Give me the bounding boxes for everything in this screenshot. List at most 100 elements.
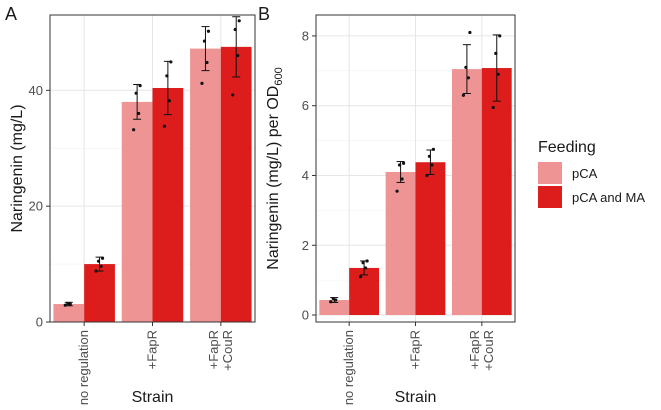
- panel-b-label: B: [258, 4, 270, 24]
- legend-swatch-pca: [538, 162, 562, 184]
- panel-b-y-tick-label-0: 0: [302, 308, 309, 323]
- panel-b-y-tick-label-4: 8: [302, 28, 309, 43]
- panel-a-point-pca-and-ma-1-1: [167, 99, 171, 103]
- panel-b-point-pca-1-2: [397, 163, 402, 167]
- panel-a-point-pca-and-ma-1-3: [169, 60, 173, 64]
- panel-a-points: [63, 19, 241, 307]
- panel-b-point-pca-1-0: [395, 189, 399, 193]
- panel-a-bar-pca-and-ma-0: [84, 264, 115, 322]
- panel-a-y-tick-label-1: 20: [29, 199, 43, 214]
- panel-b-point-pca-and-ma-1-0: [425, 173, 429, 178]
- panel-b-x-tick-label-2-1: +CouR: [481, 330, 496, 371]
- panel-a-point-pca-and-ma-2-1: [236, 53, 240, 58]
- panel-a-bar-pca-and-ma-1: [152, 87, 184, 322]
- panel-a-point-pca-and-ma-2-3: [237, 19, 241, 23]
- panel-a-point-pca-2-3: [206, 29, 211, 33]
- panel-b-bar-pca-and-ma-0: [349, 267, 380, 316]
- panel-b-x-tick-label-2-0: +FapR: [467, 330, 482, 369]
- panel-a-bar-pca-and-ma-2: [220, 46, 252, 322]
- panel-a-bar-pca-0: [53, 304, 85, 322]
- panel-a-point-pca-2-2: [202, 39, 207, 43]
- panel-a-point-pca-and-ma-0-0: [94, 269, 98, 273]
- legend-title: Feeding: [538, 139, 596, 156]
- panel-b-x-ticks: no regulation +FapR +FapR +CouR: [341, 322, 496, 405]
- panel-b-point-pca-0-1: [334, 298, 338, 302]
- panel-b-bar-pca-and-ma-2: [481, 68, 512, 316]
- legend-swatch-pca-and-ma: [538, 186, 562, 208]
- panel-b-x-tick-label-0-0: no regulation: [341, 330, 356, 405]
- panel-b-point-pca-and-ma-1-1: [430, 163, 434, 167]
- panel-b-point-pca-2-1: [466, 76, 471, 80]
- panel-a-y-ticks: 0 20 40: [29, 83, 50, 330]
- panel-a-y-axis-title: Naringenin (mg/L): [9, 104, 26, 232]
- panel-b-point-pca-0-2: [331, 297, 335, 301]
- panel-a-x-ticks: no regulation +FapR +FapR +CouR: [76, 322, 235, 405]
- panel-b-point-pca-0-0: [329, 300, 333, 304]
- panel-a-point-pca-and-ma-2-0: [231, 93, 235, 97]
- panel-a-x-tick-label-1-0: +FapR: [145, 330, 160, 369]
- panel-a-point-pca-and-ma-0-2: [96, 259, 101, 263]
- panel-a-bar-pca-1: [121, 101, 153, 322]
- panel-b-point-pca-and-ma-2-3: [498, 34, 502, 38]
- panel-b-y-tick-label-1: 2: [302, 238, 309, 253]
- panel-a-y-tick-label-2: 40: [29, 83, 43, 98]
- panel-b-point-pca-1-3: [401, 161, 406, 165]
- panel-b-bar-pca-2: [451, 69, 482, 316]
- panel-b-points: [329, 30, 502, 304]
- panel-b-point-pca-and-ma-2-2: [494, 51, 498, 55]
- panel-a-point-pca-2-0: [200, 81, 204, 85]
- panel-a-label: A: [5, 4, 17, 24]
- panel-b-bar-pca-and-ma-1: [415, 162, 446, 316]
- panel-a-point-pca-2-1: [205, 60, 209, 65]
- panel-b-point-pca-2-3: [468, 30, 472, 35]
- panel-b-y-ticks: 0 2 4 6 8: [302, 28, 316, 323]
- panel-a-point-pca-and-ma-0-3: [100, 256, 105, 260]
- panel-a-point-pca-1-2: [134, 91, 138, 95]
- panel-b-point-pca-2-0: [461, 93, 466, 97]
- panel-a-point-pca-0-1: [68, 302, 72, 306]
- panel-a-bar-pca-2: [190, 48, 221, 323]
- panel-b-point-pca-1-1: [400, 177, 404, 181]
- panel-a-point-pca-and-ma-2-2: [233, 27, 237, 32]
- legend-label-pca-and-ma: pCA and MA: [572, 190, 645, 205]
- panel-b-y-tick-label-3: 6: [302, 98, 309, 113]
- panel-b-point-pca-and-ma-0-3: [365, 259, 369, 263]
- panel-b-y-tick-label-2: 4: [302, 168, 309, 183]
- panel-a-point-pca-0-0: [63, 303, 67, 307]
- panel-b-point-pca-and-ma-0-1: [363, 266, 368, 270]
- panel-b-point-pca-and-ma-2-0: [491, 105, 495, 110]
- panel-b-y-axis-title-text: Naringenin (mg/L) per OD: [265, 86, 282, 270]
- panel-b-x-axis-title: Strain: [395, 389, 437, 406]
- panel-a-x-tick-label-2-1: +CouR: [220, 330, 235, 371]
- legend-label-pca: pCA: [572, 166, 598, 181]
- panel-b-bar-pca-0: [319, 300, 350, 316]
- panel-a-point-pca-and-ma-1-2: [165, 74, 169, 78]
- panel-b-point-pca-and-ma-2-1: [496, 72, 500, 76]
- panel-b-bar-pca-1: [385, 171, 416, 316]
- panel-a-x-tick-label-2-0: +FapR: [206, 330, 221, 369]
- panel-b-x-tick-label-1-0: +FapR: [408, 330, 423, 369]
- panel-b-y-axis-title-subscript: 600: [273, 67, 285, 85]
- panel-b-y-axis-title: Naringenin (mg/L) per OD600: [265, 67, 285, 269]
- panel-a-bars: [53, 46, 252, 323]
- panel-b-point-pca-and-ma-1-2: [427, 154, 432, 158]
- panel-a-point-pca-1-1: [137, 111, 141, 116]
- panel-a-point-pca-0-2: [66, 301, 70, 306]
- panel-b-bars: [319, 68, 512, 316]
- panel-a-point-pca-and-ma-0-1: [99, 264, 103, 268]
- panel-b-point-pca-and-ma-1-3: [431, 147, 436, 151]
- panel-a-point-pca-1-3: [138, 84, 142, 88]
- panel-a-x-tick-label-0-0: no regulation: [76, 330, 91, 405]
- panel-b-point-pca-and-ma-0-2: [361, 261, 365, 265]
- panel-a-point-pca-and-ma-1-0: [162, 124, 166, 128]
- panel-b-point-pca-2-2: [464, 65, 468, 69]
- legend: Feeding pCA pCA and MA: [538, 139, 645, 208]
- panel-a-y-axis-title-text: Naringenin (mg/L): [9, 104, 26, 232]
- panel-b-point-pca-and-ma-0-0: [358, 275, 363, 279]
- panel-a-x-axis-title: Strain: [132, 389, 174, 406]
- panel-a-y-tick-label-0: 0: [36, 315, 43, 330]
- panel-a-point-pca-1-0: [132, 128, 136, 132]
